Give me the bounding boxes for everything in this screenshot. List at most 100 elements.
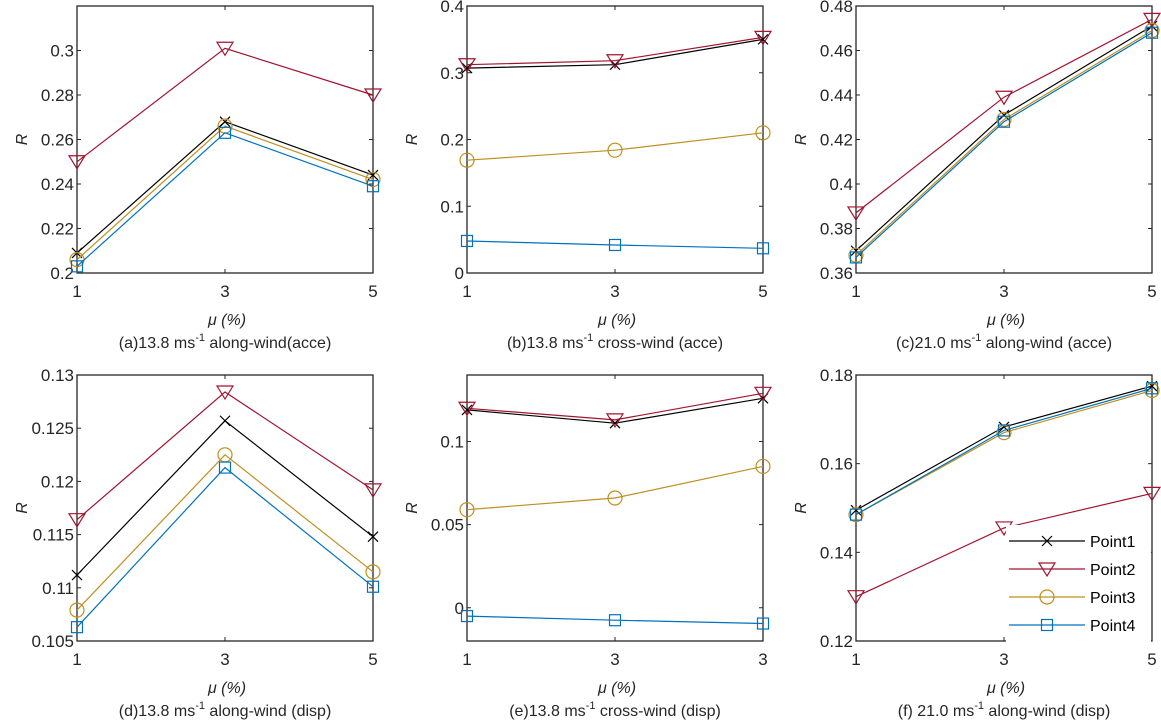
data-point-marker	[70, 621, 84, 634]
legend-marker	[1037, 562, 1057, 578]
data-point-marker	[459, 502, 475, 518]
data-point-marker	[67, 155, 87, 170]
panel-d: 0.105 0.11 0.115 0.12 0.125 0.13 1 3 5 Rμ (%) (d)1…	[14, 366, 383, 720]
series-line	[855, 32, 1153, 258]
y-tick-label: 0.26	[41, 131, 74, 150]
y-axis-label: R	[793, 133, 810, 145]
x-tick-label: 3	[220, 650, 229, 669]
data-point-marker	[365, 564, 381, 580]
x-tick-label: 3	[220, 282, 229, 301]
series-line	[466, 240, 764, 249]
data-point-marker	[753, 386, 773, 402]
y-tick-label: 0.22	[41, 220, 74, 239]
legend-marker	[1039, 589, 1055, 605]
series-line	[76, 47, 374, 163]
y-tick-label: 0.12	[820, 632, 853, 651]
axes-box	[76, 374, 374, 642]
x-axis-label: μ (%)	[986, 312, 1025, 329]
y-tick-label: 0.11	[42, 579, 74, 598]
y-tick-label: 0.36	[820, 264, 853, 283]
y-axis-label: R	[404, 133, 421, 145]
data-point-marker	[607, 142, 623, 158]
legend-item-point4[interactable]: Point4	[1009, 618, 1135, 635]
data-point-marker	[997, 424, 1011, 437]
axes-box	[466, 5, 764, 274]
legend-marker	[1040, 618, 1054, 632]
y-tick-label: 0.3	[440, 64, 464, 83]
y-tick-label: 0.14	[820, 543, 853, 562]
data-point-marker	[1142, 486, 1161, 502]
x-tick-label: 3	[610, 282, 619, 301]
data-point-marker	[756, 617, 770, 630]
y-tick-label: 0.12	[41, 472, 74, 491]
series-line	[466, 392, 764, 421]
x-axis-label: μ (%)	[597, 312, 636, 329]
series-line	[76, 132, 374, 267]
y-axis-label: R	[793, 502, 810, 514]
data-point-marker	[607, 490, 623, 506]
data-point-marker	[756, 242, 770, 255]
series-line	[466, 132, 764, 161]
x-tick-label: 1	[462, 650, 471, 669]
data-point-marker	[457, 401, 477, 417]
series-point3	[459, 458, 771, 518]
y-tick-label: 0.4	[829, 175, 853, 194]
x-tick-label: 1	[462, 282, 471, 301]
panel-caption: (d)13.8 ms-1 along-wind (disp)	[119, 700, 332, 720]
series-line	[76, 125, 374, 261]
data-point-marker	[366, 580, 380, 593]
series-line	[76, 453, 374, 611]
legend-label: Point3	[1090, 590, 1135, 607]
y-tick-label: 0.18	[820, 366, 853, 385]
axes-box	[466, 374, 764, 642]
legend-item-point3[interactable]: Point3	[1009, 589, 1135, 607]
data-point-marker	[755, 458, 771, 475]
legend: Point1 Point2 Point3 Point4	[1006, 525, 1151, 643]
series-point1	[71, 116, 379, 259]
panel-b: 0 0.1 0.2 0.3 0.4 1 3 5 Rμ (%) (b)13.8 ms-1 cross…	[404, 0, 773, 352]
x-axis-label: μ (%)	[207, 680, 246, 697]
panel-f: 0.12 0.14 0.16 0.18 1 3 5 Rμ (%) (f) 21.0 ms-1 a…	[793, 366, 1161, 720]
x-tick-label: 5	[1147, 282, 1156, 301]
data-point-marker	[215, 41, 235, 57]
y-tick-label: 0.44	[820, 86, 853, 105]
legend-item-point2[interactable]: Point2	[1009, 562, 1135, 579]
panel-e: 0 0.05 0.1 1 3 3 Rμ (%) (e)13.8 ms-1 cross-wind…	[404, 374, 773, 720]
series-point2	[846, 12, 1161, 222]
data-point-marker	[1144, 22, 1160, 39]
y-tick-label: 0.48	[820, 0, 853, 16]
y-tick-label: 0.05	[431, 516, 464, 535]
legend-marker	[1041, 535, 1053, 547]
y-tick-label: 0.42	[820, 131, 853, 150]
series-line	[76, 391, 374, 521]
x-tick-label: 5	[368, 650, 377, 669]
data-point-marker	[363, 483, 383, 499]
data-point-marker	[848, 507, 864, 523]
series-point4	[70, 126, 380, 273]
panel-caption: (b)13.8 ms-1 cross-wind (acce)	[507, 332, 723, 352]
data-point-marker	[67, 513, 87, 528]
data-point-marker	[219, 415, 231, 427]
y-tick-label: 0.24	[41, 175, 74, 194]
data-point-marker	[363, 88, 383, 104]
y-tick-label: 0	[455, 599, 464, 618]
y-tick-label: 0	[455, 264, 464, 283]
x-tick-label: 3	[999, 282, 1008, 301]
series-point3	[459, 125, 771, 168]
panel-a: 0.2 0.22 0.24 0.26 0.28 0.3 1 3 5 Rμ (%) (a)13.8 m…	[14, 5, 383, 352]
x-tick-label: 3	[758, 650, 767, 669]
data-point-marker	[850, 504, 862, 516]
legend-label: Point1	[1090, 534, 1135, 551]
series-line	[855, 29, 1153, 256]
x-tick-label: 5	[758, 282, 767, 301]
axes-box	[76, 5, 374, 274]
series-point4	[849, 26, 1159, 264]
y-tick-label: 0.16	[820, 455, 853, 474]
series-point4	[849, 382, 1159, 521]
x-axis-label: μ (%)	[597, 680, 636, 697]
panel-caption: (a)13.8 ms-1 along-wind(acce)	[119, 332, 332, 352]
data-point-marker	[71, 569, 83, 581]
legend-item-point1[interactable]: Point1	[1009, 534, 1135, 551]
data-point-marker	[846, 590, 866, 605]
